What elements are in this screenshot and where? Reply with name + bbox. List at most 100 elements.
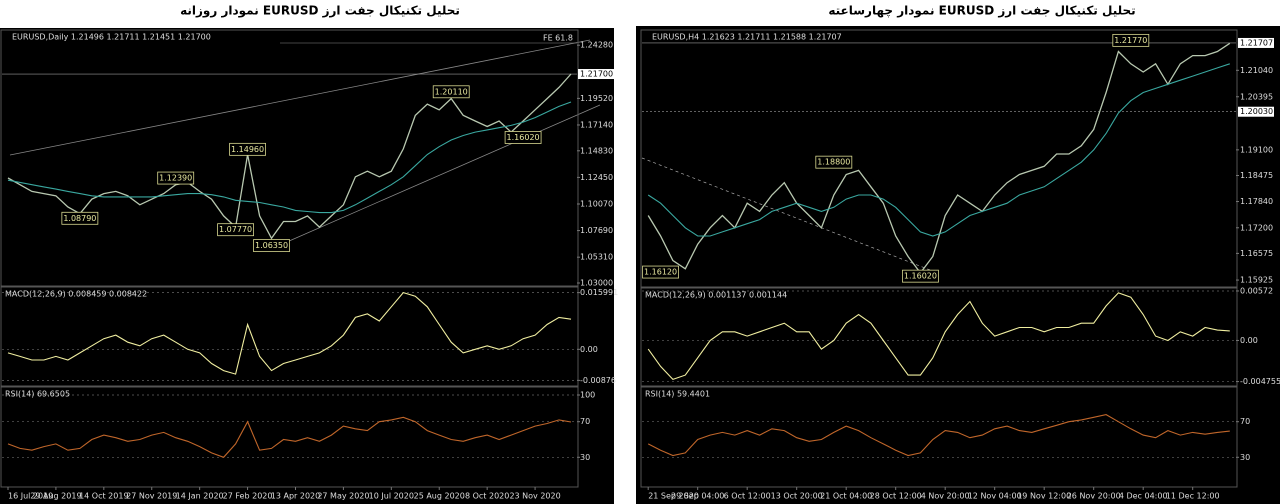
y-tick-label: 30 [580, 453, 590, 462]
y-tick-label: 1.20395 [1240, 92, 1273, 101]
panel-header: MACD(12,26,9) 0.001137 0.001144 [645, 291, 787, 300]
x-tick-label: 21 Sep 2020 [648, 492, 699, 501]
y-tick-label: 1.15925 [1240, 276, 1273, 285]
y-tick-label: 1.24280 [580, 41, 613, 50]
y-tick-label: 1.21040 [1240, 66, 1273, 75]
x-tick-label: 21 Oct 04:00 [820, 492, 872, 501]
y-tick-label: 0.015991 [580, 288, 618, 297]
price-label: 1.16020 [904, 272, 937, 281]
price-label-box [61, 211, 99, 225]
y-tick-label: 1.03000 [580, 279, 613, 288]
y-tick-label: 70 [580, 417, 590, 426]
x-tick-label: 13 Apr 2020 [271, 492, 320, 501]
x-tick-label: 27 Nov 2019 [126, 492, 177, 501]
price-label: 1.06350 [255, 241, 288, 250]
y-tick-label: 1.17840 [1240, 197, 1273, 206]
panel-header: EURUSD,H4 1.21623 1.21711 1.21588 1.2170… [652, 33, 842, 42]
x-tick-label: 27 May 2020 [317, 492, 369, 501]
level-label: 1.21707 [1240, 38, 1273, 47]
series-line [647, 292, 1230, 381]
panel-header: EURUSD,Daily 1.21496 1.21711 1.21451 1.2… [12, 33, 211, 42]
y-tick-label: 1.18475 [1240, 171, 1273, 180]
y-tick-label: 0.00572 [1240, 286, 1273, 295]
panel-frame [0, 29, 579, 287]
price-label-box [217, 223, 254, 237]
price-label-box [642, 265, 679, 279]
series-line [647, 414, 1230, 457]
x-tick-label: 13 Oct 20:00 [771, 492, 823, 501]
x-tick-label: 23 Nov 2020 [509, 492, 560, 501]
x-tick-label: 29 Aug 2019 [30, 492, 81, 501]
x-tick-label: 12 Nov 04:00 [968, 492, 1022, 501]
panel-header: MACD(12,26,9) 0.008459 0.008422 [5, 290, 147, 299]
price-label: 1.21770 [1114, 36, 1147, 45]
y-tick-label: 1.14830 [580, 146, 613, 155]
panel-frame [0, 386, 579, 488]
y-tick-label: 0.00 [580, 345, 598, 354]
y-tick-label: 0.00 [1240, 336, 1258, 345]
price-label: 1.08790 [63, 214, 96, 223]
chart-title: تحلیل تکنیکال جفت ارز EURUSD نمودار چهار… [828, 4, 1135, 19]
price-label-box [504, 131, 542, 144]
price-label: 1.18800 [817, 158, 850, 167]
level-box [1238, 106, 1274, 117]
x-tick-label: 25 Aug 2020 [414, 492, 465, 501]
x-tick-label: 10 Jul 2020 [369, 492, 414, 501]
y-tick-label: 1.05310 [580, 253, 613, 262]
price-label: 1.16020 [507, 133, 540, 142]
level-box [578, 69, 614, 80]
level-box [1238, 37, 1274, 48]
y-tick-label: 1.17200 [1240, 223, 1273, 232]
right-background [636, 26, 1280, 504]
series-line [7, 291, 572, 375]
price-label-box [157, 171, 195, 185]
y-tick-label: 1.07690 [580, 226, 613, 235]
panel-header: RSI(14) 59.4401 [645, 390, 710, 399]
y-tick-label: -0.00876 [580, 376, 616, 385]
panel-frame [640, 386, 1238, 488]
y-tick-label: 70 [1240, 417, 1250, 426]
y-tick-label: -0.004755 [1240, 377, 1280, 386]
x-tick-label: 14 Jan 2020 [176, 492, 224, 501]
x-tick-label: 28 Oct 12:00 [870, 492, 922, 501]
y-tick-label: 30 [1240, 453, 1250, 462]
series-line [647, 63, 1230, 237]
price-label-box [902, 269, 939, 283]
price-label: 1.12390 [159, 174, 192, 183]
y-tick-label: 1.19520 [580, 94, 613, 103]
x-tick-label: 16 Jul 2019 [8, 492, 53, 501]
series-line [7, 416, 572, 458]
x-tick-label: 19 Nov 12:00 [1017, 492, 1071, 501]
x-tick-label: 27 Feb 2020 [223, 492, 273, 501]
left-background [0, 28, 614, 504]
x-tick-label: 4 Dec 04:00 [1119, 492, 1168, 501]
y-tick-label: 100 [580, 391, 595, 400]
y-tick-label: 1.10070 [580, 199, 613, 208]
channel-line [279, 104, 601, 246]
series-line [7, 101, 572, 214]
level-label: 1.21700 [580, 70, 613, 79]
price-label-box [253, 239, 290, 252]
price-label: 1.14960 [231, 145, 264, 154]
x-tick-label: 4 Nov 20:00 [921, 492, 970, 501]
x-tick-label: 6 Oct 12:00 [724, 492, 771, 501]
y-tick-label: 1.19100 [1240, 145, 1273, 154]
panel-frame [640, 287, 1238, 387]
level-label: 1.20030 [1240, 107, 1273, 116]
panel-frame [640, 29, 1238, 288]
x-tick-label: 29 Sep 04:00 [671, 492, 724, 501]
y-tick-label: 1.12450 [580, 173, 613, 182]
price-label: 1.07770 [219, 225, 252, 234]
price-label-box [1112, 33, 1150, 47]
price-label-box [432, 85, 470, 99]
series-line [647, 42, 1231, 274]
chart-title: تحلیل تکنیکال جفت ارز EURUSD نمودار روزا… [180, 4, 460, 19]
channel-line [9, 39, 591, 156]
fibo-label: FE 61.8 [543, 34, 573, 43]
x-tick-label: 14 Oct 2019 [79, 492, 128, 501]
y-tick-label: 1.17140 [580, 120, 613, 129]
x-tick-label: 11 Dec 12:00 [1166, 492, 1220, 501]
panel-frame [0, 286, 579, 387]
